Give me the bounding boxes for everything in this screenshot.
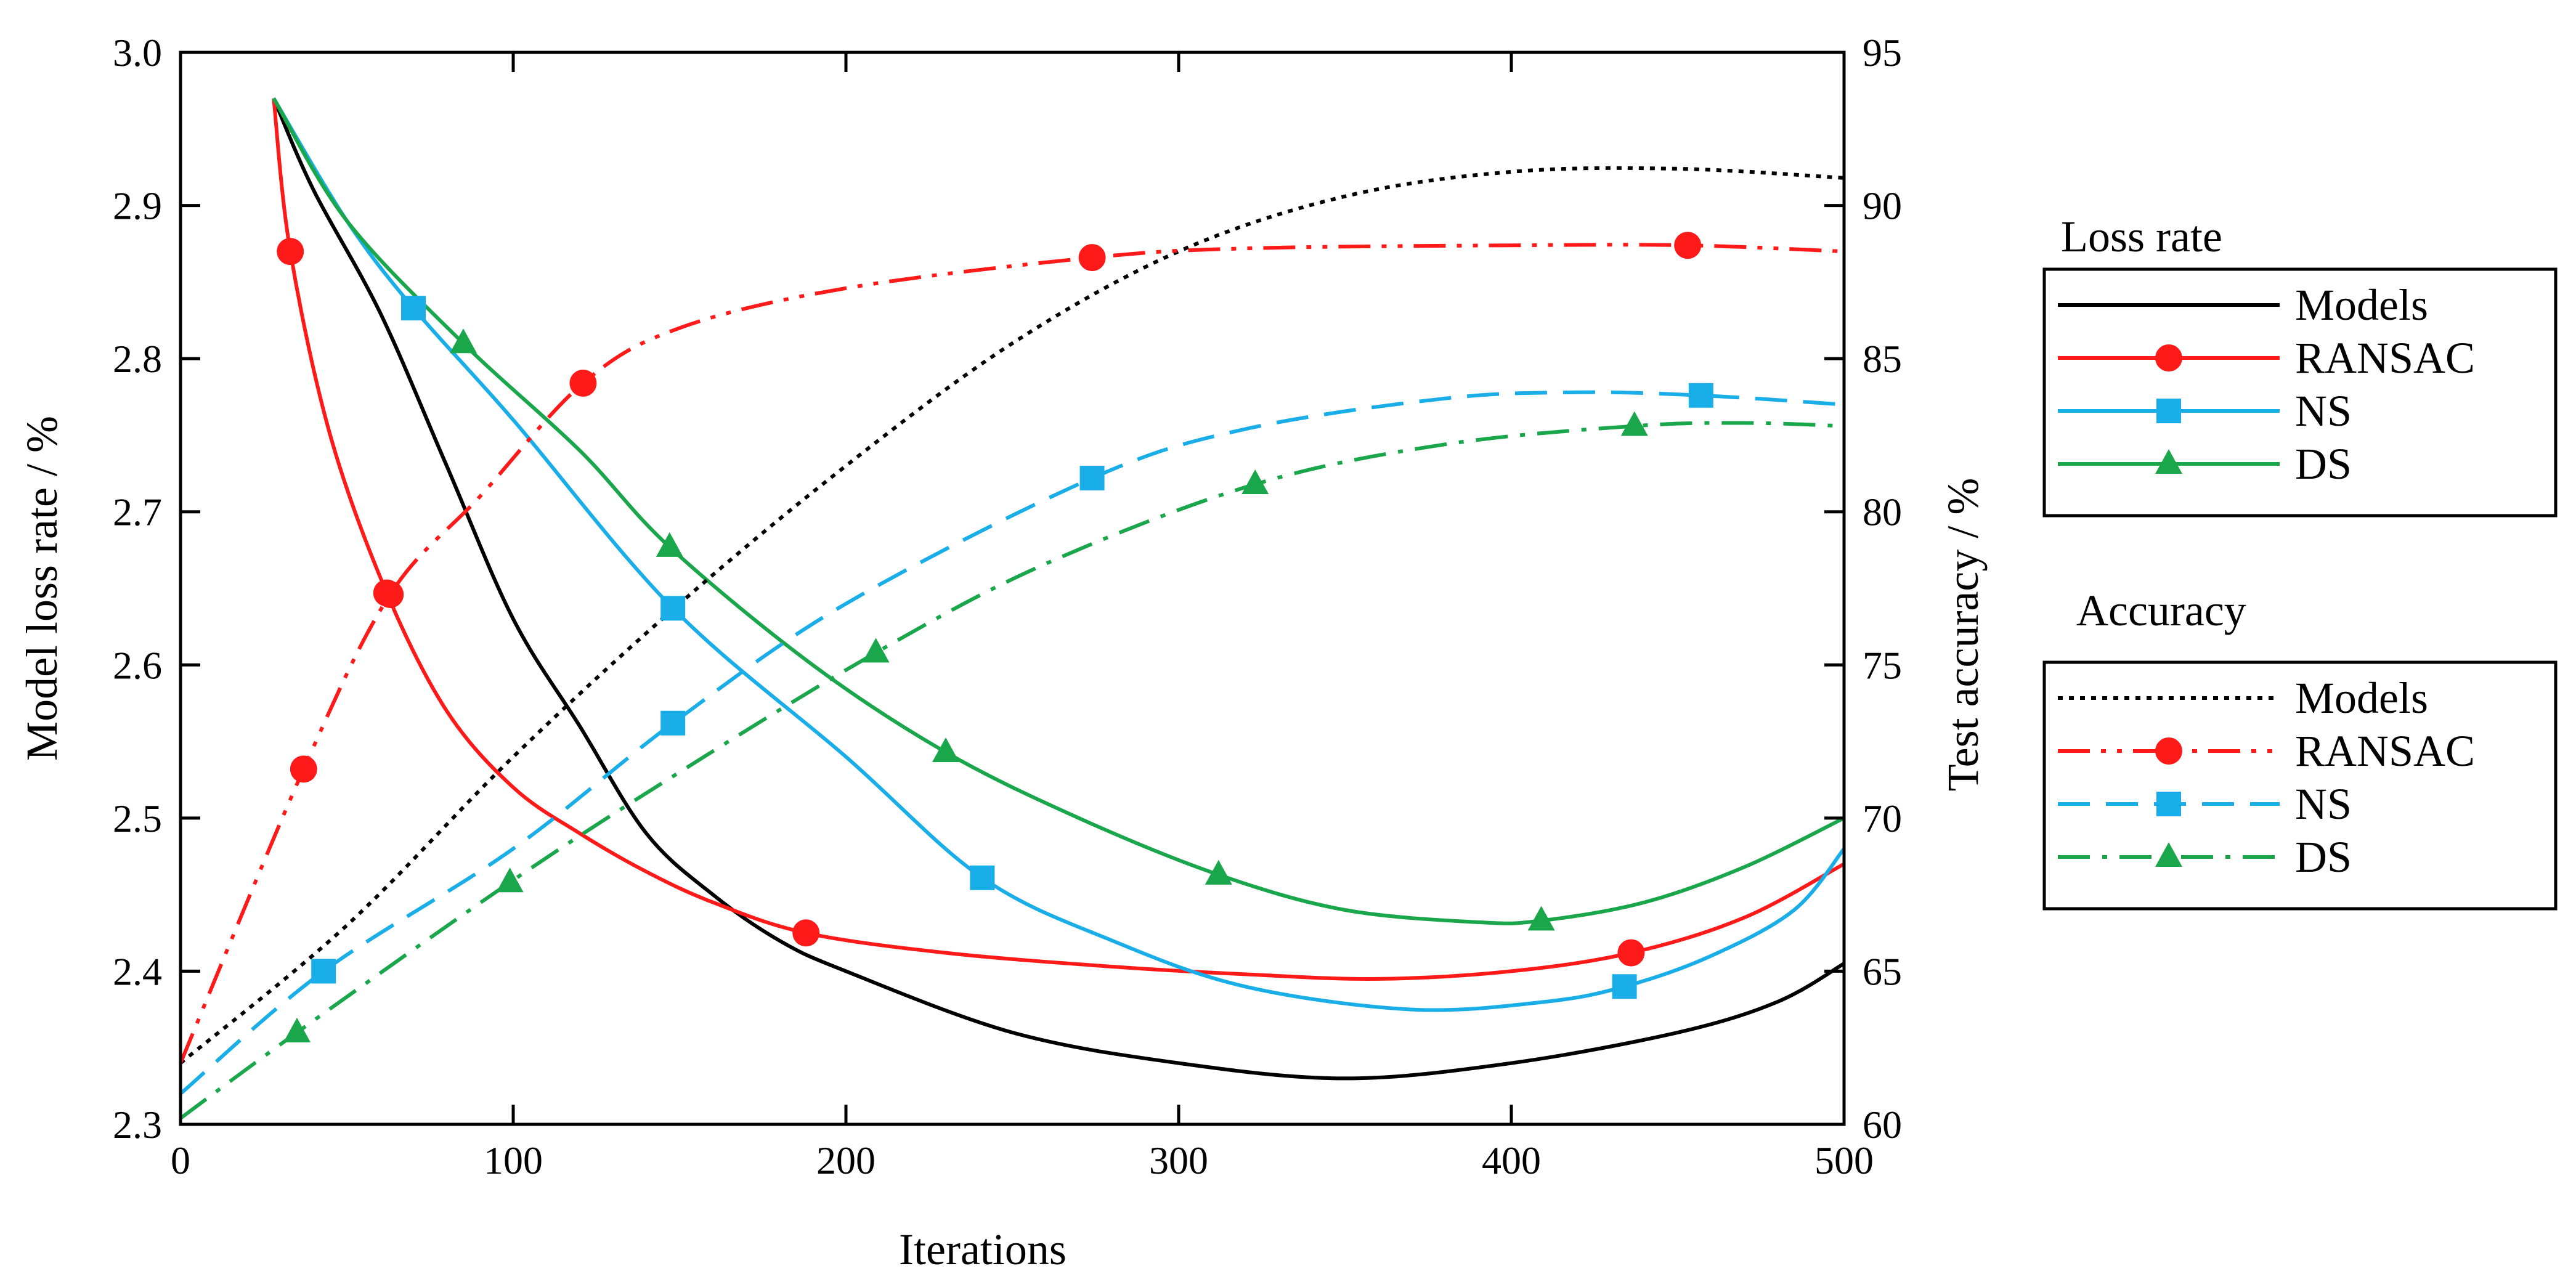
legend-label-loss_models: Models <box>2295 280 2428 330</box>
marker-acc_ransac-1 <box>376 580 404 608</box>
legend-label-loss_ds: DS <box>2295 439 2352 489</box>
y-left-tick-label: 2.9 <box>113 184 162 228</box>
legend-label-acc_ransac: RANSAC <box>2295 726 2475 776</box>
y-axis-left-title: Model loss rate / % <box>17 416 67 761</box>
marker-loss_ns-1 <box>660 596 686 621</box>
y-left-tick-label: 2.7 <box>113 490 162 534</box>
marker-loss_ransac-3 <box>1617 939 1645 967</box>
marker-acc_ns-0 <box>311 959 336 984</box>
y-left-tick-label: 2.6 <box>113 643 162 687</box>
marker-loss_ds-4 <box>1527 906 1555 931</box>
y-left-tick-label: 2.5 <box>113 797 162 840</box>
axis-ticks-layer: 0 100 200 300 400 500 2.3 2.4 2.5 2.6 2.7 2.8 2.9 3.0… <box>113 31 1902 1182</box>
marker-loss_ns-2 <box>970 865 995 890</box>
legend-title-accuracy: Accuracy <box>2076 586 2246 635</box>
marker-acc_ds-1 <box>496 867 524 893</box>
legend-label-loss_ns: NS <box>2295 386 2352 436</box>
series-line-acc_models <box>179 166 1845 1065</box>
legend-box-accuracy <box>2042 660 2558 911</box>
legend-marker-loss_ns <box>2156 399 2181 423</box>
x-tick-label: 500 <box>1814 1139 1874 1182</box>
series-line-loss_models <box>272 97 1845 1081</box>
x-tick-label: 100 <box>484 1139 543 1182</box>
series-line-acc_ns <box>179 390 1845 1095</box>
series-line-loss_ds <box>272 97 1845 925</box>
y-right-tick-label: 70 <box>1863 797 1902 840</box>
y-right-tick-label: 90 <box>1863 184 1902 228</box>
marker-acc_ransac-0 <box>290 755 317 783</box>
chart-markers-layer <box>277 232 1713 1042</box>
y-right-tick-label: 80 <box>1863 490 1902 534</box>
y-right-tick-label: 75 <box>1863 643 1902 687</box>
x-tick-label: 400 <box>1482 1139 1541 1182</box>
x-tick-label: 200 <box>816 1139 876 1182</box>
marker-loss_ns-3 <box>1612 974 1637 999</box>
y-left-tick-label: 2.8 <box>113 337 162 381</box>
marker-loss_ransac-2 <box>792 919 820 947</box>
y-axis-right-title: Test accuracy / % <box>1938 478 1988 792</box>
y-right-tick-label: 65 <box>1863 949 1902 993</box>
marker-loss_ns-0 <box>401 296 426 321</box>
x-tick-label: 0 <box>171 1139 190 1182</box>
x-axis-title: Iterations <box>899 1225 1067 1274</box>
x-tick-label: 300 <box>1149 1139 1208 1182</box>
y-left-tick-label: 2.4 <box>113 949 162 993</box>
series-line-acc_ransac <box>179 243 1845 1064</box>
series-line-acc_ds <box>179 421 1845 1120</box>
marker-loss_ds-3 <box>1205 859 1232 885</box>
marker-loss_ransac-0 <box>277 238 304 266</box>
marker-loss_ds-0 <box>450 328 477 354</box>
marker-acc_ransac-3 <box>1078 244 1106 272</box>
legend-label-acc_ns: NS <box>2295 779 2352 829</box>
marker-acc_ransac-2 <box>569 369 597 397</box>
legend-marker-loss_ransac <box>2155 344 2182 371</box>
marker-acc_ransac-4 <box>1674 232 1702 259</box>
legend-box-loss-rate <box>2042 267 2558 518</box>
marker-acc_ds-4 <box>1620 411 1648 436</box>
marker-acc_ns-3 <box>1688 383 1713 408</box>
legend-marker-acc_ns <box>2156 792 2181 816</box>
marker-loss_ds-1 <box>656 532 683 557</box>
legend-label-acc_models: Models <box>2295 673 2428 723</box>
y-left-tick-label: 3.0 <box>113 31 162 75</box>
legend-marker-acc_ds <box>2155 842 2182 867</box>
chart-series-layer <box>179 97 1846 1120</box>
plot-frame <box>179 51 1846 1126</box>
series-line-loss_ransac <box>272 98 1845 981</box>
marker-acc_ns-2 <box>1079 466 1105 491</box>
marker-acc_ds-0 <box>283 1017 311 1042</box>
marker-acc_ds-2 <box>862 638 890 663</box>
legend-marker-acc_ransac <box>2155 737 2182 765</box>
marker-acc_ns-1 <box>660 710 686 736</box>
y-right-tick-label: 85 <box>1863 337 1902 381</box>
y-right-tick-label: 60 <box>1863 1103 1902 1147</box>
legend-title-loss-rate: Loss rate <box>2061 212 2222 261</box>
legend-label-acc_ds: DS <box>2295 832 2352 882</box>
marker-loss_ds-2 <box>932 737 959 762</box>
legend-marker-loss_ds <box>2155 449 2182 474</box>
marker-acc_ds-3 <box>1241 469 1269 494</box>
y-right-tick-label: 95 <box>1863 31 1902 75</box>
legend-label-loss_ransac: RANSAC <box>2295 333 2475 383</box>
y-left-tick-label: 2.3 <box>113 1103 162 1147</box>
